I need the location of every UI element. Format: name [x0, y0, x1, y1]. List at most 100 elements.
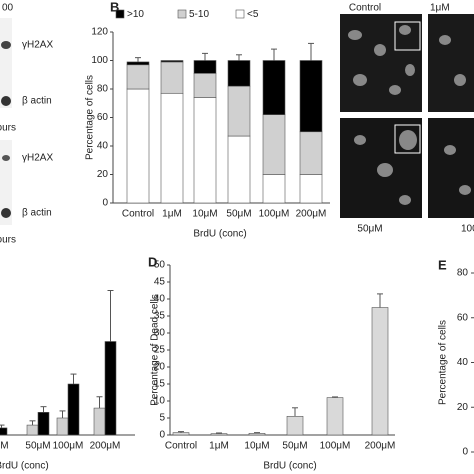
y-tick-label: 0	[102, 198, 108, 209]
panel-label: B	[110, 0, 119, 14]
western-blot: 00 γH2AX β actin hours γH2AX β actin hou…	[0, 3, 53, 246]
image-label: 50μM	[357, 224, 382, 235]
bar	[172, 432, 190, 436]
y-axis-label: Percentage of cells	[85, 75, 96, 160]
y-axis-label: Percentage of Dead cells	[150, 294, 161, 406]
x-tick-label: 50μM	[282, 441, 307, 452]
bar-segment	[299, 131, 323, 175]
blot-band	[1, 208, 11, 218]
image-label: 1μM	[430, 3, 450, 14]
bar-segment	[227, 135, 251, 204]
y-tick-label: 0	[462, 447, 468, 458]
bar-segment	[126, 61, 150, 66]
legend-label: >10	[127, 9, 144, 20]
y-tick-label: 100	[91, 55, 108, 66]
bar	[371, 307, 389, 436]
panel-label: D	[148, 254, 157, 269]
bar-segment	[160, 92, 184, 204]
x-axis-label: BrdU (conc)	[193, 229, 246, 240]
image-label: Control	[349, 3, 381, 14]
y-tick-label: 40	[154, 294, 166, 305]
bar	[0, 427, 8, 436]
bar	[26, 424, 39, 436]
x-tick-label: 50μM	[226, 209, 251, 220]
blot-label: hours	[0, 123, 16, 134]
bar-segment	[227, 60, 251, 87]
blot-band	[1, 41, 11, 49]
y-tick-label: 25	[154, 345, 166, 356]
y-tick-label: 45	[154, 277, 166, 288]
y-tick-label: 20	[97, 169, 109, 180]
x-tick-label: 200μM	[296, 209, 327, 220]
bar-segment	[262, 174, 286, 204]
bar-segment	[299, 174, 323, 204]
bar-segment	[227, 85, 251, 137]
y-tick-label: 60	[97, 112, 109, 123]
bar-segment	[193, 97, 217, 204]
y-tick-label: 35	[154, 311, 166, 322]
x-axis-label: BrdU (conc)	[263, 461, 316, 472]
x-tick-label: 100μM	[259, 209, 290, 220]
bar	[56, 417, 69, 436]
blot-label: γH2AX	[22, 153, 53, 164]
y-tick-label: 20	[154, 362, 166, 373]
y-tick-label: 80	[97, 84, 109, 95]
micrograph	[428, 118, 474, 218]
x-tick-label: 10μM	[244, 441, 269, 452]
x-tick-label: 10μM	[0, 441, 9, 452]
bar-segment	[126, 88, 150, 204]
bar-segment	[160, 60, 184, 63]
x-tick-label: 50μM	[25, 441, 50, 452]
blot-label: γH2AX	[22, 40, 53, 51]
legend-swatch	[235, 9, 245, 19]
bar	[210, 433, 228, 436]
y-tick-label: 60	[457, 312, 469, 323]
bar-segment	[160, 61, 184, 94]
y-tick-label: 80	[457, 268, 469, 279]
inset	[394, 21, 421, 51]
blot-strip	[0, 140, 12, 225]
blot-band	[1, 96, 11, 106]
nuclei	[348, 25, 471, 205]
y-tick-label: 15	[154, 379, 166, 390]
x-tick-label: 200μM	[90, 441, 121, 452]
bar	[248, 432, 266, 436]
bar	[104, 341, 117, 436]
micrographs: Control 1μM 50μM 100μM	[340, 3, 474, 235]
y-tick-label: 50	[154, 260, 166, 271]
blot-label: β actin	[22, 96, 52, 107]
blot-label: hours	[0, 235, 16, 246]
bar-segment	[262, 114, 286, 175]
bar-segment	[262, 60, 286, 115]
x-tick-label: 100μM	[53, 441, 84, 452]
y-tick-label: 0	[159, 430, 165, 441]
bar	[93, 407, 106, 436]
bar-segment	[126, 64, 150, 90]
y-tick-label: 5	[159, 413, 165, 424]
x-axis-label: BrdU (conc)	[0, 461, 49, 472]
y-tick-label: 20	[457, 402, 469, 413]
panel-label: E	[438, 257, 447, 272]
bar	[37, 412, 50, 436]
blot-strip	[0, 18, 12, 108]
bar	[326, 397, 344, 436]
bar	[67, 383, 80, 436]
y-tick-label: 30	[154, 328, 166, 339]
blot-label: β actin	[22, 208, 52, 219]
micrograph	[428, 14, 474, 112]
image-label: 100μM	[461, 224, 474, 235]
x-tick-label: 100μM	[320, 441, 351, 452]
bar	[286, 415, 304, 436]
x-tick-label: Control	[165, 441, 197, 452]
x-tick-label: 200μM	[365, 441, 396, 452]
bar-segment	[299, 60, 323, 133]
x-tick-label: 10μM	[192, 209, 217, 220]
y-tick-label: 120	[91, 27, 108, 38]
blot-label: 00	[2, 3, 14, 14]
x-tick-label: 1μM	[162, 209, 182, 220]
blot-band	[2, 155, 10, 161]
y-axis-label: Percentage of cells	[438, 320, 449, 405]
y-tick-label: 40	[97, 141, 109, 152]
legend-swatch	[177, 9, 187, 19]
inset	[394, 124, 421, 154]
